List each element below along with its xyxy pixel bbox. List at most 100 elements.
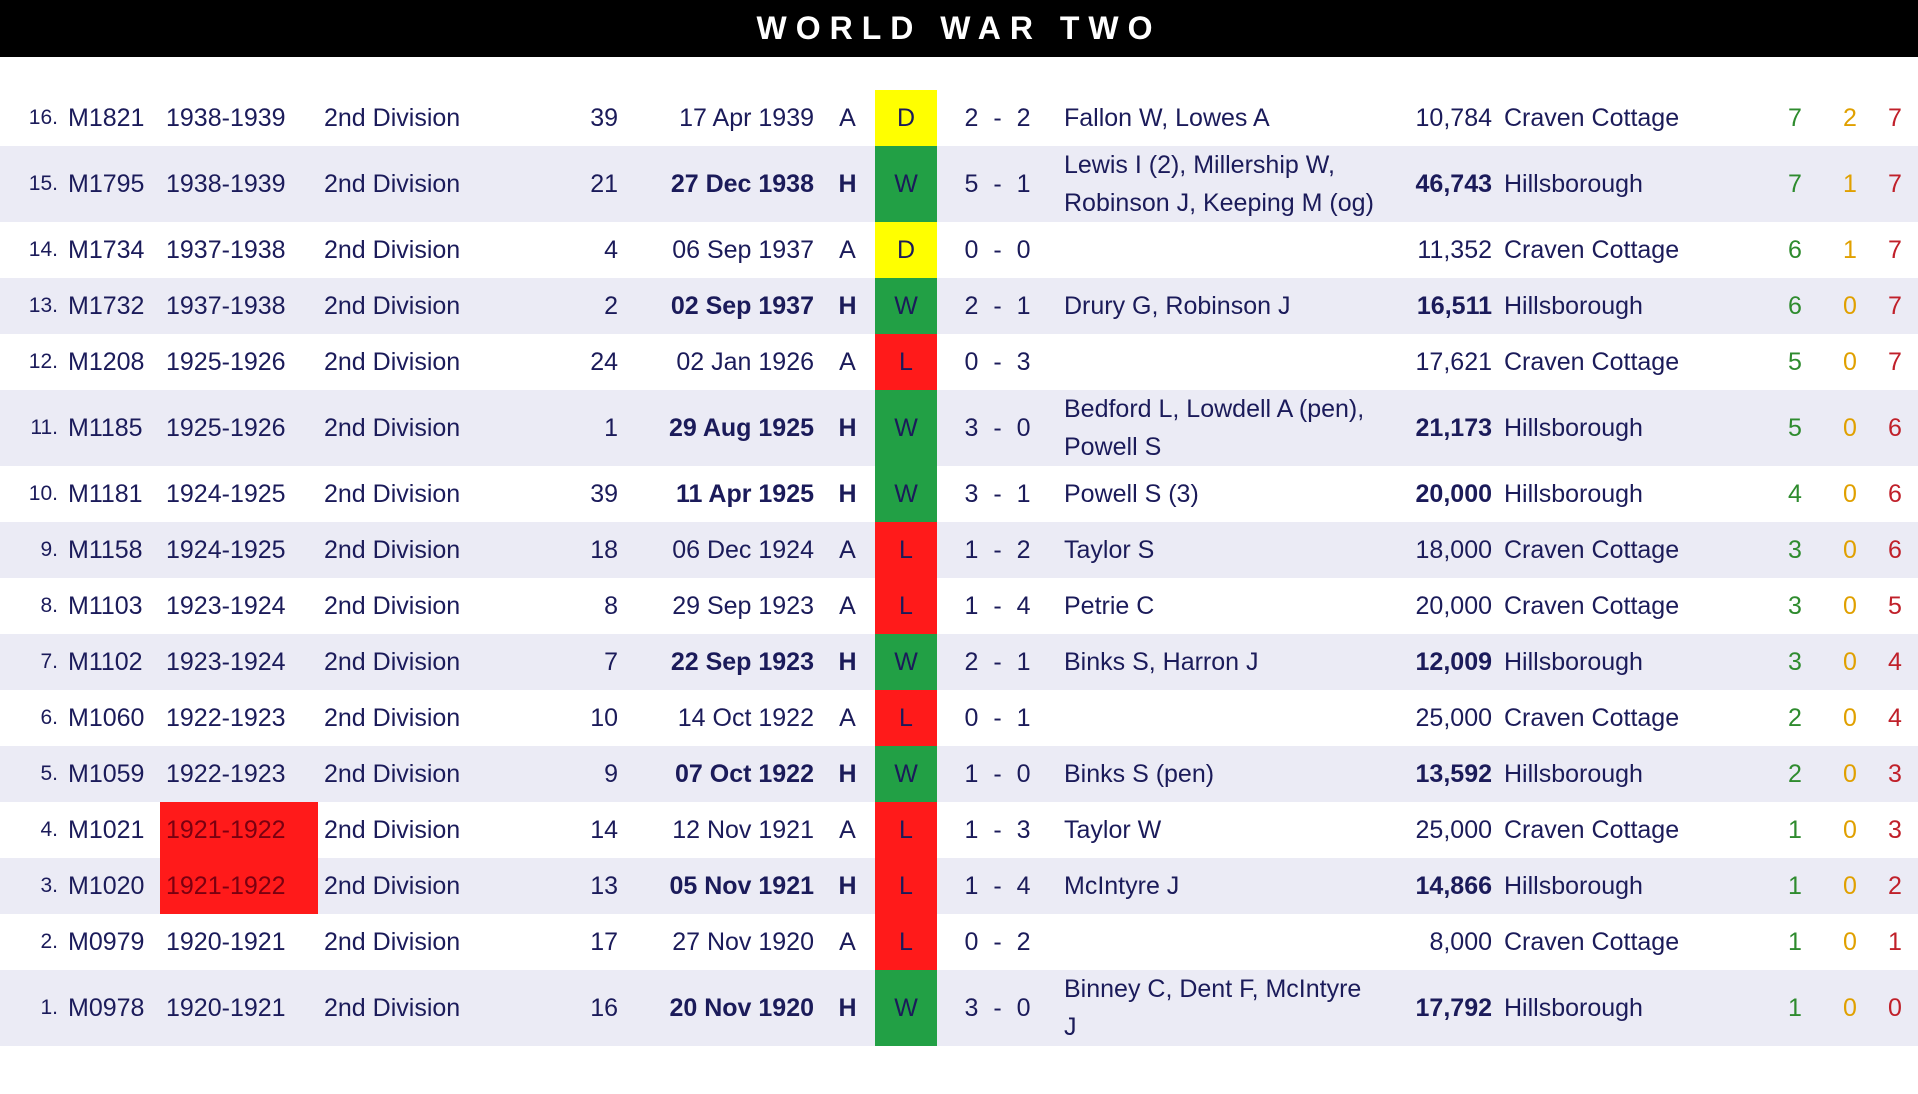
- attendance-cell: 12,009: [1383, 634, 1498, 690]
- season-cell: 1923-1924: [166, 592, 286, 620]
- ground-cell: Craven Cottage: [1504, 704, 1680, 732]
- venue-cell: A: [839, 928, 856, 956]
- scorers-cell: Bedford L, Lowdell A (pen), Powell S: [1058, 390, 1383, 466]
- w-cell: 7: [1762, 146, 1828, 222]
- attendance-cell: 17,792: [1383, 970, 1498, 1046]
- pos-cell: 17: [590, 928, 618, 956]
- d-cell: 0: [1828, 858, 1872, 914]
- match-row: 12. M1208 1925-1926 2nd Division 24 02 Jan 19…: [0, 334, 1918, 390]
- scorers-cell: Powell S (3): [1064, 480, 1199, 508]
- d-cell: 2: [1843, 104, 1857, 132]
- result-cell: L: [875, 914, 937, 970]
- scorers-cell: Drury G, Robinson J: [1058, 278, 1383, 334]
- venue-cell: A: [820, 522, 875, 578]
- l-cell: 6: [1872, 390, 1918, 466]
- num-cell: 8.: [40, 594, 58, 617]
- ground-cell: Hillsborough: [1498, 746, 1762, 802]
- division-cell: 2nd Division: [324, 592, 461, 620]
- match-row: 7. M1102 1923-1924 2nd Division 7 22 Sep 1923…: [0, 634, 1918, 690]
- w-cell: 6: [1762, 278, 1828, 334]
- date-cell: 06 Sep 1937: [672, 236, 814, 264]
- attendance-cell: 8,000: [1429, 928, 1492, 956]
- d-cell: 0: [1828, 522, 1872, 578]
- match-row: 8. M1103 1923-1924 2nd Division 8 29 Sep 1923…: [0, 578, 1918, 634]
- w-cell: 1: [1762, 970, 1828, 1046]
- match-cell: M1185: [62, 390, 160, 466]
- score-cell: 1 - 0: [937, 746, 1058, 802]
- d-cell: 0: [1843, 816, 1857, 844]
- ground-cell: Hillsborough: [1498, 634, 1762, 690]
- w-cell: 5: [1762, 390, 1828, 466]
- pos-cell: 39: [590, 104, 618, 132]
- results-table: 16. M1821 1938-1939 2nd Division 39 17 Apr 19…: [0, 90, 1918, 1046]
- scorers-cell: Petrie C: [1064, 592, 1155, 620]
- score-cell: 1 - 4: [964, 592, 1031, 620]
- ground-cell: Hillsborough: [1498, 146, 1762, 222]
- l-cell: 0: [1872, 970, 1918, 1046]
- score-cell: 5 - 1: [937, 146, 1058, 222]
- date-cell: 17 Apr 1939: [679, 104, 814, 132]
- attendance-cell: 46,743: [1383, 146, 1498, 222]
- score-cell: 1 - 2: [937, 522, 1058, 578]
- score-cell: 0 - 0: [964, 236, 1031, 264]
- d-cell: 0: [1843, 348, 1857, 376]
- scorers-cell: [1058, 914, 1383, 970]
- match-cell: M1020: [62, 858, 160, 914]
- w-cell: 7: [1788, 104, 1802, 132]
- result-cell: L: [875, 522, 937, 578]
- num-cell: 9.: [0, 522, 62, 578]
- season-cell: 1937-1938: [160, 278, 318, 334]
- season-cell: 1921-1922: [160, 802, 318, 858]
- pos-cell: 21: [538, 146, 624, 222]
- pos-cell: 13: [538, 858, 624, 914]
- pos-cell: 10: [590, 704, 618, 732]
- scorers-cell: [1058, 690, 1383, 746]
- result-cell: W: [875, 278, 937, 334]
- ground-cell: Craven Cottage: [1504, 592, 1680, 620]
- match-row: 6. M1060 1922-1923 2nd Division 10 14 Oct 192…: [0, 690, 1918, 746]
- ground-cell: Craven Cottage: [1504, 236, 1680, 264]
- venue-cell: H: [820, 146, 875, 222]
- match-row: 16. M1821 1938-1939 2nd Division 39 17 Apr 19…: [0, 90, 1918, 146]
- match-row: 15. M1795 1938-1939 2nd Division 21 27 Dec 19…: [0, 146, 1918, 222]
- match-row: 13. M1732 1937-1938 2nd Division 2 02 Sep 193…: [0, 278, 1918, 334]
- date-cell: 27 Dec 1938: [624, 146, 820, 222]
- num-cell: 5.: [0, 746, 62, 802]
- l-cell: 6: [1888, 480, 1902, 508]
- match-cell: M1734: [68, 236, 145, 264]
- match-row: 3. M1020 1921-1922 2nd Division 13 05 Nov 192…: [0, 858, 1918, 914]
- result-cell: W: [875, 146, 937, 222]
- scorers-cell: Lewis I (2), Millership W, Robinson J, K…: [1058, 146, 1383, 222]
- attendance-cell: 11,352: [1417, 236, 1492, 264]
- spacer: [0, 57, 1918, 90]
- venue-cell: H: [820, 634, 875, 690]
- d-cell: 1: [1828, 146, 1872, 222]
- venue-cell: H: [820, 390, 875, 466]
- num-cell: 12.: [28, 350, 58, 373]
- w-cell: 4: [1788, 480, 1802, 508]
- venue-cell: H: [820, 858, 875, 914]
- score-cell: 3 - 1: [964, 480, 1031, 508]
- d-cell: 0: [1828, 970, 1872, 1046]
- ground-cell: Hillsborough: [1498, 970, 1762, 1046]
- w-cell: 3: [1788, 592, 1802, 620]
- result-cell: L: [875, 334, 937, 390]
- attendance-cell: 25,000: [1415, 816, 1492, 844]
- match-row: 5. M1059 1922-1923 2nd Division 9 07 Oct 1922…: [0, 746, 1918, 802]
- ground-cell: Craven Cottage: [1504, 348, 1680, 376]
- division-cell: 2nd Division: [324, 480, 461, 508]
- d-cell: 0: [1828, 390, 1872, 466]
- num-cell: 10.: [28, 482, 58, 505]
- score-cell: 2 - 2: [964, 104, 1031, 132]
- division-cell: 2nd Division: [318, 278, 538, 334]
- match-cell: M1102: [62, 634, 160, 690]
- match-cell: M1158: [62, 522, 160, 578]
- season-cell: 1925-1926: [160, 390, 318, 466]
- pos-cell: 9: [538, 746, 624, 802]
- match-cell: M1208: [68, 348, 145, 376]
- w-cell: 6: [1788, 236, 1802, 264]
- match-row: 9. M1158 1924-1925 2nd Division 18 06 Dec 192…: [0, 522, 1918, 578]
- result-cell: D: [875, 222, 937, 278]
- l-cell: 6: [1872, 522, 1918, 578]
- venue-cell: H: [838, 480, 857, 508]
